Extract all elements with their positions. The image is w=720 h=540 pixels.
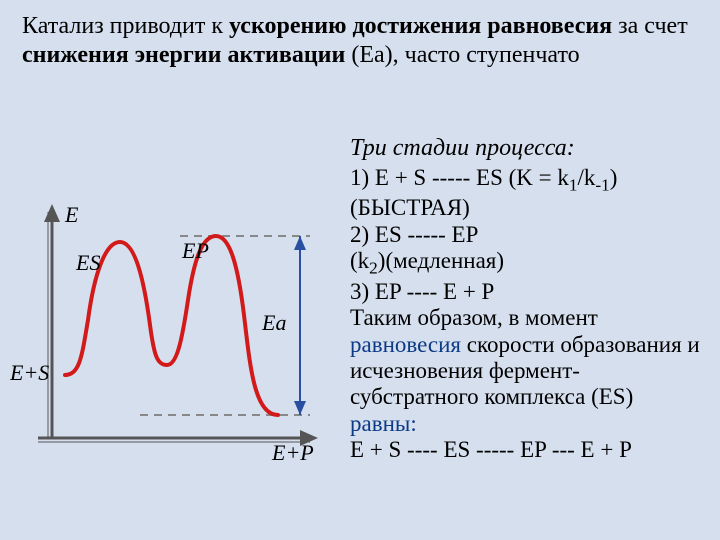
stages-body: 1) E + S ----- ES (K = k1/k-1) (БЫСТРАЯ)… — [350, 165, 702, 464]
heading-pre1: Катализ приводит к — [22, 13, 229, 39]
stage-line-1: 1) E + S ----- ES (K = k1/k-1) — [350, 165, 702, 195]
ea-arrow-dn — [294, 401, 306, 415]
label-ea: Ea — [261, 310, 286, 335]
label-epp: E+P — [271, 440, 314, 465]
label-ep: EP — [181, 238, 209, 263]
y-axis-arrow — [44, 204, 60, 222]
label-es: ES — [75, 250, 100, 275]
stage-line-5: 3) EP ---- E + P — [350, 279, 702, 305]
stages-title: Три стадии процесса: — [350, 135, 575, 162]
heading-post1: (Ea), часто ступенчато — [345, 42, 579, 68]
heading: Катализ приводит к ускорению достижения … — [22, 12, 698, 70]
stage-line-6: Таким образом, в момент равновесия скоро… — [350, 305, 702, 437]
stage-line-3: 2) ES ----- EP — [350, 222, 702, 248]
stage-line-4: (k2)(медленная) — [350, 248, 702, 278]
heading-b1: ускорению достижения равновесия — [229, 13, 612, 39]
energy-diagram: E ES EP Ea E+S E+P — [10, 200, 340, 490]
label-esp: E+S — [10, 360, 49, 385]
stage-line-2: (БЫСТРАЯ) — [350, 195, 702, 221]
stage-line-7: E + S ---- ES ----- EP --- E + P — [350, 437, 702, 463]
heading-b2: снижения энергии активации — [22, 42, 345, 68]
ea-arrow-up — [294, 236, 306, 250]
label-e: E — [64, 202, 79, 227]
heading-mid1: за счет — [612, 13, 688, 39]
